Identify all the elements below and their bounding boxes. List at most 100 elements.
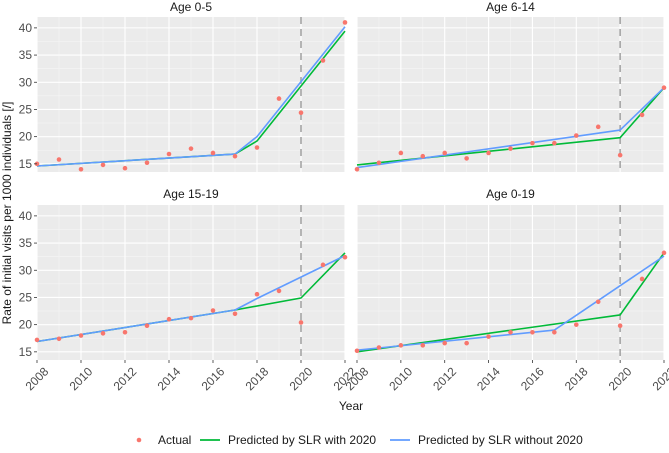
data-point-actual	[56, 157, 62, 162]
y-tick-label: 30	[19, 263, 33, 277]
data-point-actual	[420, 153, 426, 159]
data-point-actual	[298, 320, 304, 325]
data-point-actual	[595, 124, 601, 130]
y-tick-label: 15	[19, 157, 33, 171]
data-point-actual	[144, 323, 150, 329]
x-tick-label: 2020	[606, 364, 635, 393]
data-point-actual	[464, 156, 469, 161]
data-point-actual	[144, 160, 150, 166]
data-point-actual	[420, 343, 426, 348]
data-point-actual	[122, 329, 128, 335]
data-point-actual	[298, 110, 304, 116]
x-tick-label: 2010	[386, 364, 415, 393]
y-tick-label: 35	[19, 48, 33, 62]
data-point-actual	[100, 331, 106, 336]
data-point-actual	[78, 333, 84, 338]
data-point-actual	[661, 250, 667, 256]
data-point-actual	[573, 322, 579, 327]
y-tick-label: 25	[19, 102, 33, 116]
x-tick-label: 2014	[474, 364, 503, 393]
data-point-actual	[573, 133, 579, 138]
data-point-actual	[320, 58, 326, 63]
y-tick-label: 25	[19, 290, 33, 304]
legend-label: Predicted by SLR with 2020	[228, 433, 376, 447]
y-tick-label: 40	[19, 209, 33, 223]
data-point-actual	[188, 146, 194, 151]
x-tick-label: 2010	[67, 364, 96, 393]
data-point-actual	[320, 262, 326, 268]
data-point-actual	[78, 166, 84, 172]
y-axis-title: Rate of initial visits per 1000 individu…	[0, 102, 14, 325]
panel-title: Age 15-19	[163, 187, 219, 201]
data-point-actual	[342, 254, 348, 260]
x-tick-label: 2022	[650, 364, 669, 393]
panel-age-6-14: Age 6-14	[354, 0, 667, 172]
panel-age-0-5: Age 0-5 15 20 25 30 35 40	[19, 0, 348, 172]
panel-age-15-19: Age 15-19 15 20 25 30 35 40 2008 2010 2012 2014 201…	[19, 187, 360, 393]
data-point-actual	[210, 150, 216, 156]
data-point-actual	[210, 308, 216, 313]
chart-panels: Age 0-5 15 20 25 30 35 40 Age 6-14 Age 15-19 15 20…	[19, 0, 669, 393]
data-point-actual	[354, 166, 360, 172]
data-point-actual	[442, 150, 448, 156]
data-point-actual	[376, 160, 382, 166]
y-tick-label: 15	[19, 345, 33, 359]
data-point-actual	[617, 323, 623, 329]
panel-title: Age 0-5	[170, 0, 212, 14]
data-point-actual	[508, 146, 513, 151]
legend: Actual Predicted by SLR with 2020 Predicte…	[136, 433, 583, 447]
data-point-actual	[342, 20, 348, 25]
x-tick-label: 2012	[111, 364, 140, 393]
data-point-actual	[508, 329, 513, 335]
data-point-actual	[166, 316, 172, 322]
legend-item-predicted-by-slr-without-2020: Predicted by SLR without 2020	[390, 433, 583, 447]
y-tick-label: 40	[19, 21, 33, 35]
data-point-actual	[398, 343, 404, 348]
legend-label: Predicted by SLR without 2020	[418, 433, 583, 447]
panel-title: Age 0-19	[486, 187, 535, 201]
x-tick-label: 2018	[562, 364, 591, 393]
y-tick-label: 20	[19, 130, 33, 144]
x-axis-title: Year	[339, 399, 363, 413]
data-point-actual	[100, 162, 106, 168]
x-tick-label: 2016	[518, 364, 547, 393]
data-point-actual	[486, 150, 491, 156]
data-point-actual	[354, 348, 360, 354]
x-tick-label: 2012	[430, 364, 459, 393]
x-tick-label: 2008	[23, 364, 52, 393]
data-point-actual	[232, 311, 238, 317]
data-point-actual	[376, 345, 382, 350]
data-point-actual	[639, 112, 645, 118]
data-point-actual	[552, 140, 557, 146]
data-point-actual	[276, 288, 282, 294]
legend-item-predicted-by-slr-with-2020: Predicted by SLR with 2020	[200, 433, 376, 447]
data-point-actual	[276, 96, 282, 101]
data-point-actual	[254, 291, 260, 297]
y-tick-label: 35	[19, 236, 33, 250]
x-tick-label: 2016	[199, 364, 228, 393]
data-point-actual	[188, 315, 194, 321]
data-point-actual	[617, 152, 623, 158]
data-point-actual	[254, 145, 260, 150]
x-tick-label: 2018	[243, 364, 272, 393]
data-point-actual	[398, 150, 404, 156]
legend-key-point	[136, 437, 142, 443]
legend-label: Actual	[158, 433, 191, 447]
data-point-actual	[486, 334, 491, 339]
x-tick-label: 2020	[287, 364, 316, 393]
series-line-predicted-by-slr-without-2020	[36, 26, 346, 167]
data-point-actual	[166, 151, 172, 157]
data-point-actual	[661, 85, 667, 91]
data-point-actual	[552, 329, 557, 335]
series-line-predicted-by-slr-without-2020	[36, 254, 346, 343]
data-point-actual	[639, 276, 645, 282]
data-point-actual	[122, 165, 128, 171]
y-tick-label: 20	[19, 318, 33, 332]
data-point-actual	[442, 340, 448, 346]
panel-title: Age 6-14	[486, 0, 535, 14]
x-tick-label: 2014	[155, 364, 184, 393]
data-point-actual	[595, 299, 601, 305]
data-point-actual	[56, 336, 62, 342]
